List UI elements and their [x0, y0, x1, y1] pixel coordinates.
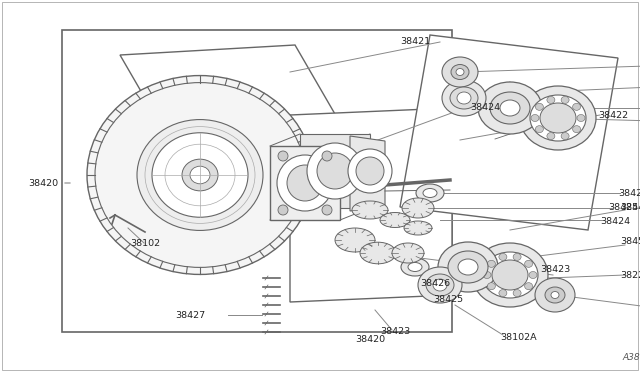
Ellipse shape — [287, 165, 323, 201]
Polygon shape — [290, 108, 452, 302]
Ellipse shape — [416, 184, 444, 202]
Ellipse shape — [456, 68, 464, 76]
Text: 38420: 38420 — [28, 179, 58, 187]
Ellipse shape — [472, 243, 548, 307]
Ellipse shape — [561, 132, 569, 140]
Text: 38427: 38427 — [175, 311, 205, 321]
Text: 38102: 38102 — [130, 240, 160, 248]
Text: 38220: 38220 — [620, 270, 640, 279]
Text: 38424: 38424 — [600, 218, 630, 227]
Ellipse shape — [536, 103, 543, 110]
Polygon shape — [350, 136, 385, 211]
Ellipse shape — [540, 103, 576, 133]
Ellipse shape — [322, 151, 332, 161]
Ellipse shape — [530, 95, 586, 141]
Ellipse shape — [401, 258, 429, 276]
Ellipse shape — [561, 96, 569, 103]
Ellipse shape — [482, 252, 538, 298]
Text: 38425: 38425 — [608, 202, 638, 212]
Text: 38102A: 38102A — [500, 334, 536, 343]
Ellipse shape — [438, 242, 498, 292]
Ellipse shape — [531, 115, 539, 122]
Ellipse shape — [277, 155, 333, 211]
Ellipse shape — [352, 201, 388, 219]
Ellipse shape — [322, 205, 332, 215]
Ellipse shape — [404, 221, 432, 235]
Ellipse shape — [317, 153, 353, 189]
Text: 38423: 38423 — [380, 327, 410, 337]
Ellipse shape — [433, 279, 447, 291]
Ellipse shape — [490, 92, 530, 124]
Ellipse shape — [529, 272, 537, 279]
Text: 38422: 38422 — [598, 110, 628, 119]
Ellipse shape — [488, 283, 495, 290]
Ellipse shape — [402, 198, 434, 218]
Ellipse shape — [573, 103, 580, 110]
Ellipse shape — [448, 251, 488, 283]
Ellipse shape — [360, 242, 396, 264]
Ellipse shape — [488, 260, 495, 267]
Ellipse shape — [442, 57, 478, 87]
Ellipse shape — [137, 119, 263, 230]
Text: 38426: 38426 — [420, 279, 450, 288]
Ellipse shape — [499, 253, 507, 260]
Text: 38421: 38421 — [400, 38, 430, 46]
Ellipse shape — [190, 166, 210, 184]
Ellipse shape — [418, 267, 462, 303]
Ellipse shape — [392, 243, 424, 263]
Ellipse shape — [513, 289, 521, 296]
Ellipse shape — [335, 228, 375, 252]
Ellipse shape — [380, 212, 410, 228]
Ellipse shape — [573, 126, 580, 133]
Ellipse shape — [348, 149, 392, 193]
Ellipse shape — [307, 143, 363, 199]
Ellipse shape — [551, 292, 559, 298]
Ellipse shape — [513, 253, 521, 260]
Polygon shape — [400, 35, 618, 230]
Text: 38440: 38440 — [620, 203, 640, 212]
Ellipse shape — [356, 157, 384, 185]
Ellipse shape — [577, 115, 585, 122]
Text: 38426: 38426 — [618, 189, 640, 198]
Text: 38423: 38423 — [540, 266, 570, 275]
Ellipse shape — [458, 259, 478, 275]
Ellipse shape — [451, 64, 469, 80]
Ellipse shape — [278, 151, 288, 161]
Text: 38420: 38420 — [355, 336, 385, 344]
Ellipse shape — [483, 272, 491, 279]
Polygon shape — [270, 146, 340, 220]
Text: 38424: 38424 — [470, 103, 500, 112]
Ellipse shape — [525, 283, 532, 290]
Ellipse shape — [442, 80, 486, 116]
Ellipse shape — [457, 92, 471, 104]
Ellipse shape — [535, 278, 575, 312]
Ellipse shape — [536, 126, 543, 133]
Polygon shape — [300, 134, 370, 208]
Ellipse shape — [278, 205, 288, 215]
Ellipse shape — [87, 76, 313, 275]
Ellipse shape — [520, 86, 596, 150]
Ellipse shape — [492, 260, 528, 290]
Ellipse shape — [499, 289, 507, 296]
Text: A38ʼC 0077: A38ʼC 0077 — [622, 353, 640, 362]
Text: 38425: 38425 — [433, 295, 463, 305]
Text: 38453: 38453 — [620, 237, 640, 247]
Ellipse shape — [478, 82, 542, 134]
Ellipse shape — [408, 263, 422, 272]
Ellipse shape — [152, 133, 248, 217]
Ellipse shape — [450, 87, 478, 109]
Ellipse shape — [547, 96, 555, 103]
Ellipse shape — [423, 189, 437, 198]
Bar — [62, 30, 452, 332]
Ellipse shape — [547, 132, 555, 140]
Ellipse shape — [182, 159, 218, 191]
Polygon shape — [120, 45, 350, 150]
Ellipse shape — [545, 287, 565, 303]
Ellipse shape — [500, 100, 520, 116]
Ellipse shape — [426, 274, 454, 296]
Ellipse shape — [525, 260, 532, 267]
